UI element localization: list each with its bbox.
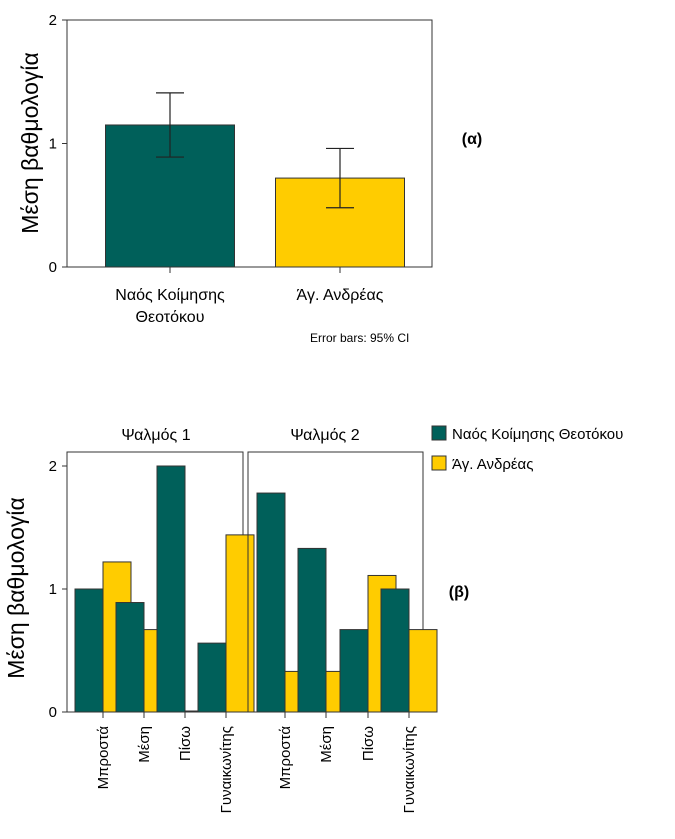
panel-b-xtick-label: Γυναικωνίτης [218,726,235,813]
panel-b-bar [156,465,186,713]
panel-b-bar [297,547,327,713]
panel-b-bar [256,492,286,713]
legend-swatch-series2 [431,455,447,471]
panel-b-chart: 0 1 2 Μπροστά Μέση Πίσω Γυναικωνίτης Μπροστά Μέσ… [49,451,438,813]
panel-b-ytick-label: 0 [49,704,57,721]
panel-a-ytick-label: 2 [49,12,57,29]
panel-b-bar [197,642,227,713]
panel-b-bar [115,602,145,713]
panel-b-bar [408,629,438,713]
legend-label-series1: Ναός Κοίμησης Θεοτόκου [452,426,623,443]
panel-a-ytick-label: 1 [49,136,57,153]
legend-label-series2: Άγ. Ανδρέας [452,456,533,473]
panel-b-bar [74,588,104,713]
panel-a-xtick-label: Άγ. Ανδρέας [297,287,384,304]
panel-a-label: (α) [462,131,483,148]
panel-a-footnote: Error bars: 95% CI [310,331,409,345]
panel-b-bar [380,588,410,713]
panel-a-ylabel: Μέση βαθμολογία [17,52,43,234]
panel-b-xtick-label: Μέση [318,726,335,763]
panel-b-bar [225,534,255,713]
panel-a-chart: 0 1 2 Ναός Κοίμησης Θεοτόκου Άγ. Ανδρέας [49,12,433,326]
panel-a-xtick-label: Ναός Κοίμησης [115,287,225,304]
panel-b-xtick-label: Πίσω [360,726,377,761]
panel-b-ytick-label: 2 [49,458,57,475]
legend: Ναός Κοίμησης Θεοτόκου Άγ. Ανδρέας [431,425,623,473]
panel-b-label: (β) [449,584,469,601]
panel-b-ylabel: Μέση βαθμολογία [3,497,29,679]
legend-swatch-series1 [431,425,447,441]
panel-b-xtick-label: Μέση [136,726,153,763]
panel-b-xtick-label: Πίσω [177,726,194,761]
panel-a-xtick-label: Θεοτόκου [136,309,205,326]
panel-b-xtick-label: Γυναικωνίτης [401,726,418,813]
facet-2-title: Ψαλμός 2 [290,427,359,444]
facet-1-title: Ψαλμός 1 [121,427,190,444]
panel-b-xtick-label: Μπροστά [95,726,112,790]
panel-a-ytick-label: 0 [49,259,57,276]
panel-b-ytick-label: 1 [49,581,57,598]
panel-b-bar [339,629,369,713]
panel-b-xtick-label: Μπροστά [277,726,294,790]
